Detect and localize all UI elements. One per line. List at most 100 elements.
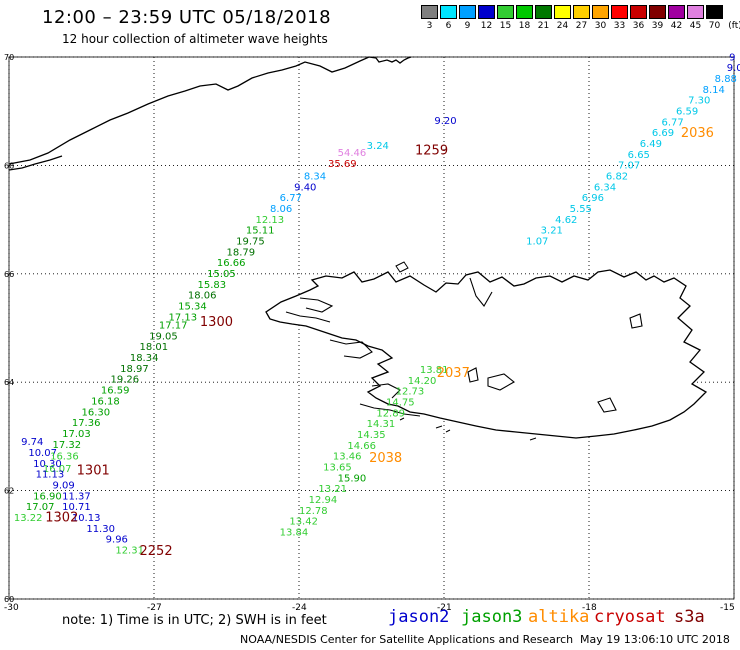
westfjord-inlet-1: [299, 297, 334, 313]
footnote: note: 1) Time is in UTC; 2) SWH is in fe…: [62, 613, 327, 628]
wave-height-value: 6.65: [628, 150, 650, 161]
faxafloi-inlet: [371, 383, 401, 399]
wave-height-value: 12.31: [115, 545, 144, 556]
wave-height-value: 12.78: [299, 506, 328, 517]
color-swatch-label: 18: [518, 21, 531, 31]
axis-labels: 70 68 66 64 62 60-30 -27 -24 -21 -18 -15: [4, 53, 735, 613]
wave-height-value: 15.05: [207, 269, 236, 280]
color-swatch-label: 12: [480, 21, 493, 31]
credit-line: NOAA/NESDIS Center for Satellite Applica…: [240, 633, 574, 646]
wave-height-value: 11.37: [62, 491, 91, 502]
color-swatch-label: 24: [556, 21, 569, 31]
color-swatch-label: 33: [613, 21, 626, 31]
lake-4: [597, 397, 617, 413]
pass-time-label: 1259: [415, 144, 448, 159]
legend-jason3: jason3: [461, 607, 523, 627]
reykjanes-peninsula: [359, 403, 421, 417]
wave-height-value: 13.42: [289, 517, 318, 528]
wave-height-value: 5.55: [570, 204, 592, 215]
wave-height-value: 6.77: [662, 117, 684, 128]
color-swatch: [516, 5, 533, 19]
color-swatch: [535, 5, 552, 19]
iceland-coastline: [265, 269, 708, 439]
westfjord-inlet-2: [285, 311, 331, 323]
wave-height-value: 16.66: [217, 258, 246, 269]
pass-time-label: 2037: [437, 366, 470, 381]
wave-height-value: 17.03: [62, 429, 91, 440]
coastline: [8, 56, 708, 441]
wave-height-value: 54.46: [338, 148, 367, 159]
wave-height-value: 10.30: [33, 459, 62, 470]
wave-height-value: 19.05: [149, 331, 178, 342]
color-swatch-label: 45: [689, 21, 702, 31]
wave-height-value: 12.94: [309, 495, 338, 506]
wave-height-value: 9.09: [53, 480, 75, 491]
lake-3: [629, 313, 643, 329]
lat-tick-label: 60: [4, 595, 14, 604]
wave-height-value: 9.74: [21, 437, 43, 448]
color-swatch-label: 36: [632, 21, 645, 31]
wave-height-value: 19.75: [236, 237, 265, 248]
wave-height-value: 16.30: [82, 407, 111, 418]
color-swatch: [687, 5, 704, 19]
wave-height-value: 13.22: [14, 513, 43, 524]
lat-tick-label: 66: [4, 270, 14, 279]
wave-height-value: 15.90: [338, 473, 367, 484]
color-swatch-label: 42: [670, 21, 683, 31]
pass-time-label: 2036: [681, 126, 714, 141]
wave-height-value: 19.26: [111, 375, 140, 386]
wave-height-value: 16.36: [50, 452, 79, 463]
lake-2: [467, 367, 479, 383]
south-islands: [399, 417, 537, 441]
lon-tick-label: -15: [720, 603, 735, 613]
color-swatch: [421, 5, 438, 19]
wave-height-value: 16.07: [43, 464, 72, 475]
color-swatch: [592, 5, 609, 19]
pass-time-label: 2252: [140, 544, 173, 559]
wave-height-value: 6.59: [676, 106, 698, 117]
wave-height-value: 7.30: [688, 96, 710, 107]
color-swatch: [630, 5, 647, 19]
color-swatch-label: 6: [445, 21, 452, 31]
color-swatch-label: 3: [426, 21, 433, 31]
pass-time-label: 2038: [369, 451, 402, 466]
lon-tick-label: -24: [292, 603, 307, 613]
wave-height-value: 12.13: [256, 215, 285, 226]
greenland-coastline: [8, 56, 412, 165]
pass-time-label: 1301: [77, 463, 110, 478]
wave-height-value: 3.21: [541, 226, 563, 237]
lat-tick-label: 62: [4, 487, 14, 496]
wave-height-value: 9.96: [106, 535, 128, 546]
color-swatch-label: 9: [464, 21, 471, 31]
wave-height-value: 8.14: [703, 85, 725, 96]
color-swatch: [649, 5, 666, 19]
lat-tick-label: 70: [4, 53, 14, 62]
wave-height-value: 3.24: [367, 141, 389, 152]
wave-height-value: 6.34: [594, 182, 616, 193]
wave-height-value: 10.13: [72, 513, 101, 524]
wave-height-value: 16.90: [33, 491, 62, 502]
wave-height-value: 18.01: [140, 342, 169, 353]
wave-height-value: 15.34: [178, 302, 207, 313]
wave-height-value: 11.30: [86, 524, 115, 535]
wave-height-value: 10.07: [28, 448, 57, 459]
lon-tick-label: -30: [4, 603, 19, 613]
north-coast-inlet: [469, 277, 493, 307]
legend-cryosat: cryosat: [594, 607, 666, 627]
color-swatch-label: 39: [651, 21, 664, 31]
wave-height-value: 14.20: [408, 376, 437, 387]
wave-height-value: 17.07: [26, 502, 55, 513]
color-swatch-label: 30: [594, 21, 607, 31]
wave-height-value: 14.35: [357, 430, 386, 441]
greenland-coast-tail: [8, 155, 63, 171]
color-swatch: [706, 5, 723, 19]
color-swatch: [554, 5, 571, 19]
color-swatch-label: 27: [575, 21, 588, 31]
color-swatch-label: 21: [537, 21, 550, 31]
wave-height-value: 10.71: [62, 502, 91, 513]
lon-tick-label: -18: [582, 603, 597, 613]
wave-height-value: 13.81: [420, 365, 449, 376]
wave-height-value: 9: [729, 52, 735, 63]
wave-height-value: 9.03: [727, 63, 740, 74]
